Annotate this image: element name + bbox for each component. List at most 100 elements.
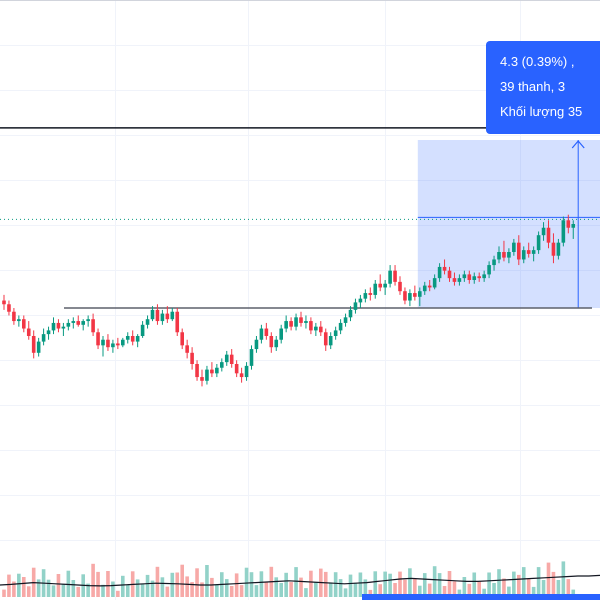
measurement-arrow-head-icon [571,140,585,149]
candle-body [343,317,348,323]
volume-bar [526,578,531,597]
volume-bar [472,572,477,597]
volume-bar [210,577,214,597]
candle [526,242,531,258]
candle [7,300,11,316]
volume-bar [22,577,26,597]
candle [309,317,313,335]
volume-bar [96,571,100,597]
volume-bar [467,583,472,597]
candle [215,364,219,378]
volume-bar [294,567,298,597]
volume-bar [487,572,491,597]
candle-body [145,319,150,325]
candle-body [284,321,288,329]
volume-bar [304,588,308,597]
candle-body [526,250,531,254]
candle-body [101,339,105,346]
volume-bar [274,577,279,597]
candle-body [229,354,234,364]
volume-bar [507,586,511,597]
candle-body [418,291,422,297]
candle-body [12,311,16,322]
candle-body [373,283,378,295]
candle [121,337,125,348]
candle-body [541,227,546,236]
candle [492,255,496,271]
candle [333,326,338,340]
candle [259,324,264,344]
candle [86,315,90,327]
volume-bar [76,586,81,597]
candle-body [413,293,417,297]
candle-body [81,321,85,325]
candle-body [56,322,61,329]
candle [403,287,407,305]
volume-bar [348,574,353,597]
candle-body [249,349,254,366]
candle-body [304,321,308,323]
candle-body [561,220,566,243]
candle-body [536,235,541,251]
candle-body [66,322,71,327]
candle-body [289,321,293,327]
measurement-tooltip: 4.3 (0.39%) , 39 thanh, 3 Khối lượng 35 [486,41,600,134]
candle [388,265,392,288]
candle-body [205,369,209,381]
candle [571,220,576,239]
volume-bar [521,567,526,597]
candle-body [279,328,283,340]
candle [353,298,358,314]
candle-body [422,285,427,292]
candle-body [224,354,229,363]
volume-bar [190,582,194,597]
candle-body [269,336,274,348]
candle-body [71,321,76,323]
volume-bar [383,571,387,597]
candle [229,349,234,368]
candle [338,319,343,335]
volume-bar [155,566,160,597]
volume-bar [457,589,462,597]
volume-bar [111,581,115,597]
volume-bar [536,567,541,597]
candle-body [487,265,491,275]
candle-body [328,336,333,346]
candle-body [353,302,358,310]
volume-bar [309,570,313,597]
candle-body [190,352,194,364]
candle [234,360,239,378]
candle-body [398,281,402,292]
volume-bar [497,569,501,597]
volume-bar [418,585,422,597]
volume-bar [116,590,120,597]
candle [17,315,21,327]
candle [467,270,472,284]
volume-bar [314,582,318,597]
candle [210,362,214,378]
candle [398,276,402,295]
candle [61,322,66,336]
volume-bar [140,583,145,597]
candle-body [185,345,189,353]
candle-body [388,270,392,284]
candle-body [319,326,323,333]
volume-bar [12,581,16,597]
candle [170,308,175,322]
candle-body [274,339,279,348]
volume-bar [66,570,71,597]
candle [195,360,199,381]
candle [264,322,269,340]
candle [413,285,417,301]
candle-body [566,220,571,228]
volume-bar [61,584,66,597]
candle [46,326,51,340]
candle [2,294,6,310]
candle [12,308,16,325]
candle [239,367,244,383]
volume-bar [432,566,437,597]
candle [175,308,180,336]
candle-body [472,276,477,280]
